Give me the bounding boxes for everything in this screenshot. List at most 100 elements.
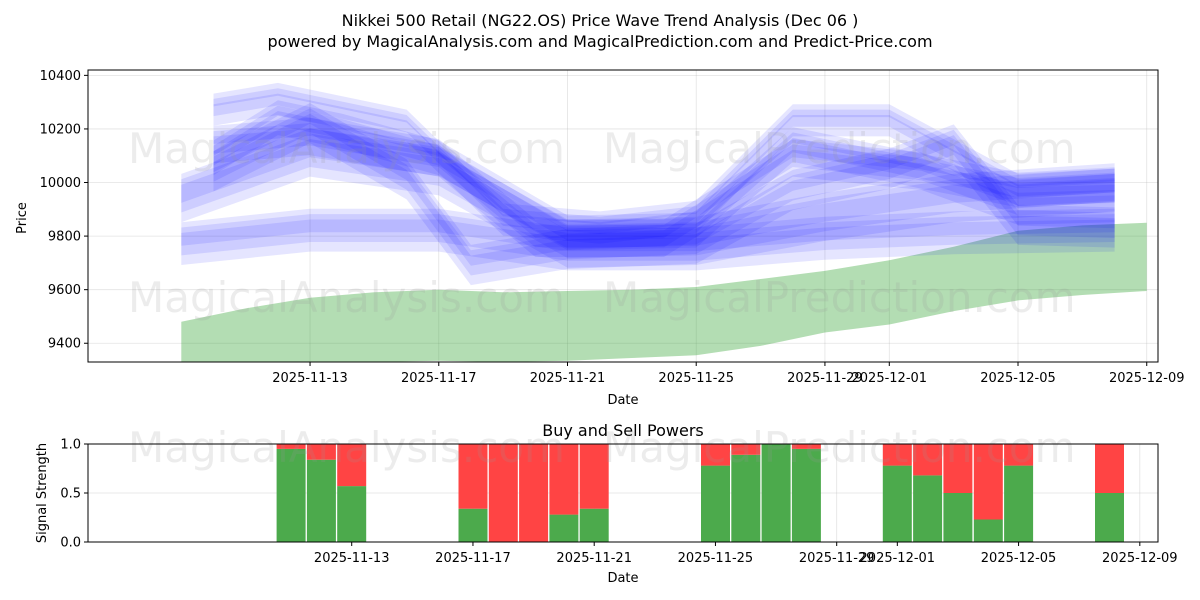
wave-trend-band	[181, 139, 1115, 268]
sell-power-bar	[276, 444, 306, 449]
price-x-tick-label: 2025-12-01	[852, 371, 928, 386]
signal-chart-title: Buy and Sell Powers	[542, 421, 704, 440]
signal-y-axis-label: Signal Strength	[35, 443, 50, 543]
price-grid	[88, 70, 1158, 362]
wave-trend-band	[213, 100, 1115, 231]
watermark: MagicalAnalysis.com	[128, 273, 565, 322]
buy-power-bar	[761, 444, 791, 542]
signal-bars	[276, 444, 1124, 542]
price-x-tick-label: 2025-12-09	[1109, 371, 1185, 386]
price-y-tick-label: 10200	[40, 122, 81, 137]
wave-trend-band	[213, 105, 1115, 241]
sell-power-bar	[488, 444, 518, 542]
wave-trend-band	[213, 108, 1115, 276]
buy-power-bar	[337, 486, 367, 542]
sell-power-bar	[973, 444, 1003, 520]
signal-x-axis-label: Date	[607, 571, 638, 586]
buy-power-bar	[549, 514, 579, 542]
wave-trend-band	[213, 117, 1115, 238]
price-chart: MagicalAnalysis.com MagicalAnalysis.com Ma…	[15, 69, 1185, 408]
signal-x-tick-label: 2025-12-09	[1102, 551, 1178, 566]
sell-power-bar	[579, 444, 609, 509]
signal-x-tick-label: 2025-11-29	[799, 551, 875, 566]
watermark: MagicalPrediction.com	[603, 124, 1076, 173]
signal-x-tick-label: 2025-11-21	[556, 551, 632, 566]
buy-power-bar	[1095, 493, 1124, 542]
sell-power-bar	[458, 444, 488, 509]
price-y-axis-label: Price	[15, 202, 30, 234]
wave-trend-band	[181, 128, 1115, 249]
signal-x-tick-label: 2025-11-17	[435, 551, 511, 566]
signal-y-ticks: 0.0 0.5 1.0	[60, 438, 88, 551]
sell-power-bar	[306, 444, 336, 460]
price-x-tick-label: 2025-11-25	[658, 371, 734, 386]
chart-title: Nikkei 500 Retail (NG22.OS) Price Wave T…	[342, 11, 859, 30]
watermark: MagicalAnalysis.com	[128, 423, 565, 472]
signal-x-tick-label: 2025-11-13	[314, 551, 390, 566]
sell-power-bar	[1004, 444, 1034, 466]
price-x-ticks: 2025-11-13 2025-11-17 2025-11-21 2025-11-25…	[272, 362, 1185, 386]
price-plot-frame	[87, 69, 1159, 363]
signal-x-ticks: 2025-11-13 2025-11-17 2025-11-21 2025-11-25…	[314, 542, 1178, 566]
buy-power-bar	[882, 465, 912, 542]
price-y-tick-label: 9800	[48, 230, 81, 245]
wave-trend-band	[181, 219, 1115, 271]
buy-power-bar	[579, 508, 609, 542]
wave-trend-band	[213, 88, 1115, 234]
sell-power-bar	[1095, 444, 1124, 493]
buy-power-bar	[943, 493, 973, 542]
price-y-tick-label: 9600	[48, 283, 81, 298]
sell-power-bar	[882, 444, 912, 466]
watermark: MagicalAnalysis.com	[128, 124, 565, 173]
chart-subtitle: powered by MagicalAnalysis.com and Magic…	[267, 32, 932, 51]
sell-power-bar	[337, 444, 367, 487]
price-watermarks: MagicalAnalysis.com MagicalAnalysis.com Ma…	[128, 124, 1076, 322]
wave-trend-band	[213, 103, 1115, 266]
price-x-tick-label: 2025-12-05	[980, 371, 1056, 386]
watermark: MagicalPrediction.com	[603, 423, 1076, 472]
buy-power-bar	[458, 508, 488, 542]
price-y-tick-label: 9400	[48, 337, 81, 352]
buy-power-bar	[701, 465, 730, 542]
signal-x-tick-label: 2025-12-05	[981, 551, 1057, 566]
wave-trend-band	[213, 113, 1115, 286]
price-x-axis-label: Date	[607, 393, 638, 408]
sell-power-bar	[731, 444, 761, 455]
wave-trend-band	[181, 214, 1115, 261]
buy-power-bar	[731, 454, 761, 542]
wave-trend-band	[181, 208, 1115, 252]
price-x-tick-label: 2025-11-21	[530, 371, 606, 386]
signal-chart: Buy and Sell Powers MagicalAnalysis.com M…	[35, 421, 1178, 586]
signal-x-tick-label: 2025-12-01	[860, 551, 936, 566]
wave-trend-band	[213, 128, 1115, 257]
wave-trend-band	[213, 82, 1115, 225]
buy-power-bar	[973, 519, 1003, 542]
buy-power-bar	[791, 448, 821, 542]
sell-power-bar	[943, 444, 973, 493]
buy-power-bar	[1004, 465, 1034, 542]
signal-y-tick-label: 1.0	[60, 438, 81, 453]
sell-power-bar	[913, 444, 943, 476]
signal-y-tick-label: 0.0	[60, 536, 81, 551]
sell-power-bar	[549, 444, 579, 515]
buy-power-bar	[276, 448, 306, 542]
wave-trend-band	[213, 93, 1115, 244]
price-y-tick-label: 10400	[40, 69, 81, 84]
signal-watermarks: MagicalAnalysis.com MagicalPrediction.com	[128, 423, 1076, 472]
price-x-tick-label: 2025-11-29	[787, 371, 863, 386]
sell-power-bar	[519, 444, 549, 542]
signal-x-tick-label: 2025-11-25	[678, 551, 754, 566]
wave-trend-band	[213, 123, 1115, 248]
sell-power-bar	[791, 444, 821, 449]
price-x-tick-label: 2025-11-13	[272, 371, 348, 386]
price-series	[181, 82, 1147, 362]
signal-y-tick-label: 0.5	[60, 487, 81, 502]
wave-trend-band	[181, 133, 1115, 259]
watermark: MagicalPrediction.com	[603, 273, 1076, 322]
price-y-ticks: 9400 9600 9800 10000 10200 10400	[40, 69, 88, 352]
historical-price-band	[181, 222, 1147, 362]
buy-power-bar	[306, 459, 336, 542]
wave-trend-band	[213, 111, 1115, 251]
buy-power-bar	[913, 475, 943, 542]
